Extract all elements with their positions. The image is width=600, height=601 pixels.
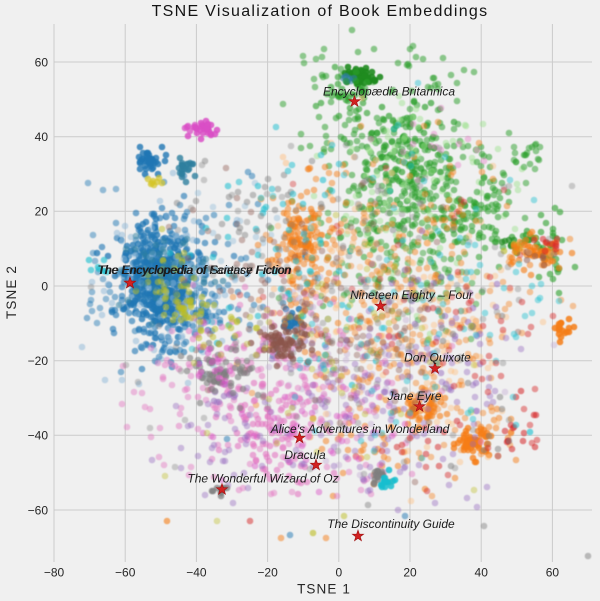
svg-text:Encyclopædia Britannica: Encyclopædia Britannica [323,85,455,99]
svg-text:−40: −40 [186,566,207,580]
svg-text:60: 60 [35,55,49,69]
svg-text:Jane Eyre: Jane Eyre [386,389,441,403]
svg-text:Dracula: Dracula [284,448,326,462]
svg-text:−20: −20 [28,354,49,368]
svg-text:40: 40 [475,566,489,580]
svg-text:The Encyclopedia of Science Fi: The Encyclopedia of Science Fiction [98,263,292,277]
svg-text:40: 40 [35,130,49,144]
svg-text:0: 0 [41,279,48,293]
svg-text:Nineteen Eighty – Four: Nineteen Eighty – Four [350,288,474,302]
svg-text:TSNE Visualization of Book Emb: TSNE Visualization of Book Embeddings [152,3,489,20]
svg-text:TSNE 2: TSNE 2 [4,265,19,319]
svg-text:0: 0 [335,566,342,580]
svg-text:−40: −40 [28,429,49,443]
svg-text:20: 20 [35,205,49,219]
svg-text:The Wonderful Wizard of Oz: The Wonderful Wizard of Oz [187,472,338,486]
svg-text:TSNE 1: TSNE 1 [297,582,351,597]
svg-text:Alice's Adventures in Wonderla: Alice's Adventures in Wonderland [270,422,450,436]
svg-text:The Discontinuity Guide: The Discontinuity Guide [327,517,455,531]
svg-text:−60: −60 [115,566,136,580]
svg-text:−20: −20 [257,566,278,580]
svg-text:20: 20 [403,566,417,580]
svg-text:60: 60 [546,566,560,580]
svg-text:Don Quixote: Don Quixote [404,351,471,365]
svg-text:−80: −80 [44,566,65,580]
svg-text:−60: −60 [28,503,49,517]
